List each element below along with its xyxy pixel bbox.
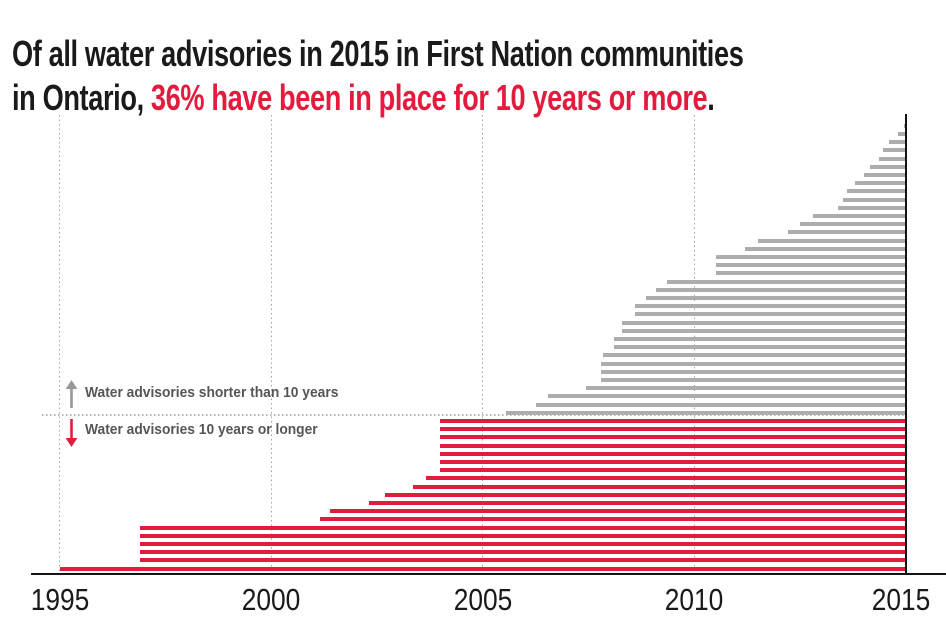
advisory-bar bbox=[319, 517, 906, 522]
advisory-bar bbox=[889, 140, 906, 145]
advisory-bar bbox=[601, 377, 906, 382]
advisory-bar bbox=[842, 197, 906, 202]
advisory-bar bbox=[645, 295, 906, 300]
advisory-bar bbox=[440, 451, 906, 456]
advisory-bar bbox=[787, 230, 906, 235]
title-line-1: Of all water advisories in 2015 in First… bbox=[12, 33, 744, 75]
advisory-bar bbox=[601, 369, 906, 374]
advisory-bar bbox=[506, 410, 906, 415]
advisory-bar bbox=[440, 459, 906, 464]
year-gridline-2010 bbox=[693, 115, 695, 574]
year-gridline-2005 bbox=[482, 115, 484, 574]
advisory-bar bbox=[666, 279, 906, 284]
x-axis-label-1995: 1995 bbox=[30, 582, 89, 617]
title-line-2-suffix: . bbox=[707, 77, 715, 119]
advisory-bar bbox=[440, 418, 906, 423]
advisory-bar bbox=[656, 287, 906, 292]
advisory-bar bbox=[614, 336, 906, 341]
advisory-bar bbox=[139, 541, 906, 546]
down-arrow-icon bbox=[65, 419, 78, 447]
advisory-bar bbox=[878, 156, 906, 161]
x-axis-label-2010: 2010 bbox=[665, 582, 724, 617]
advisory-bar bbox=[846, 189, 906, 194]
advisory-bar bbox=[425, 476, 906, 481]
year-gridline-2000 bbox=[270, 115, 272, 574]
advisory-bar bbox=[745, 246, 906, 251]
advisory-bar bbox=[548, 394, 906, 399]
up-arrow-icon bbox=[65, 380, 78, 408]
ten-year-threshold-line bbox=[42, 414, 906, 416]
advisory-bar bbox=[59, 566, 906, 571]
advisory-bar bbox=[622, 320, 906, 325]
advisory-bar bbox=[330, 509, 906, 514]
advisory-bar bbox=[535, 402, 906, 407]
advisory-bar bbox=[855, 181, 906, 186]
advisory-bar bbox=[586, 386, 906, 391]
advisory-bar bbox=[882, 148, 906, 153]
advisory-bar bbox=[139, 525, 906, 530]
advisory-bar bbox=[897, 131, 906, 136]
advisory-bar bbox=[757, 238, 906, 243]
advisory-bar bbox=[635, 312, 906, 317]
advisory-bar bbox=[139, 550, 906, 555]
chart-title: Of all water advisories in 2015 in First… bbox=[12, 32, 744, 120]
advisory-bar bbox=[412, 484, 906, 489]
advisory-bar bbox=[368, 500, 906, 505]
title-line-2-prefix: in Ontario, bbox=[12, 77, 151, 119]
advisory-bar bbox=[614, 345, 906, 350]
advisory-bar bbox=[812, 213, 906, 218]
advisory-bar bbox=[838, 205, 906, 210]
x-axis-line bbox=[31, 572, 946, 575]
advisory-bar bbox=[601, 361, 906, 366]
title-highlight-stat: 36% have been in place for 10 years or m… bbox=[150, 77, 708, 119]
advisory-bar bbox=[715, 263, 906, 268]
advisory-bar bbox=[139, 533, 906, 538]
advisory-bar bbox=[139, 558, 906, 563]
axis-line-2015 bbox=[904, 114, 907, 575]
advisory-bar bbox=[622, 328, 906, 333]
advisory-bar bbox=[603, 353, 906, 358]
advisory-bar bbox=[635, 304, 906, 309]
advisory-bar bbox=[715, 271, 906, 276]
advisory-bar bbox=[440, 468, 906, 473]
legend-label-shorter: Water advisories shorter than 10 years bbox=[85, 384, 339, 401]
advisory-bar bbox=[870, 164, 906, 169]
advisory-bar bbox=[800, 222, 906, 227]
advisory-bar bbox=[715, 254, 906, 259]
x-axis-label-2005: 2005 bbox=[453, 582, 513, 617]
advisory-bar bbox=[440, 427, 906, 432]
x-axis-label-2015: 2015 bbox=[871, 582, 931, 617]
legend-label-longer: Water advisories 10 years or longer bbox=[85, 421, 318, 438]
year-gridline-1995 bbox=[59, 115, 60, 574]
advisory-bar bbox=[440, 443, 906, 448]
advisory-bar bbox=[385, 492, 906, 497]
advisory-bar bbox=[863, 172, 906, 177]
x-axis-label-2000: 2000 bbox=[241, 582, 301, 617]
advisory-bar bbox=[440, 435, 906, 440]
